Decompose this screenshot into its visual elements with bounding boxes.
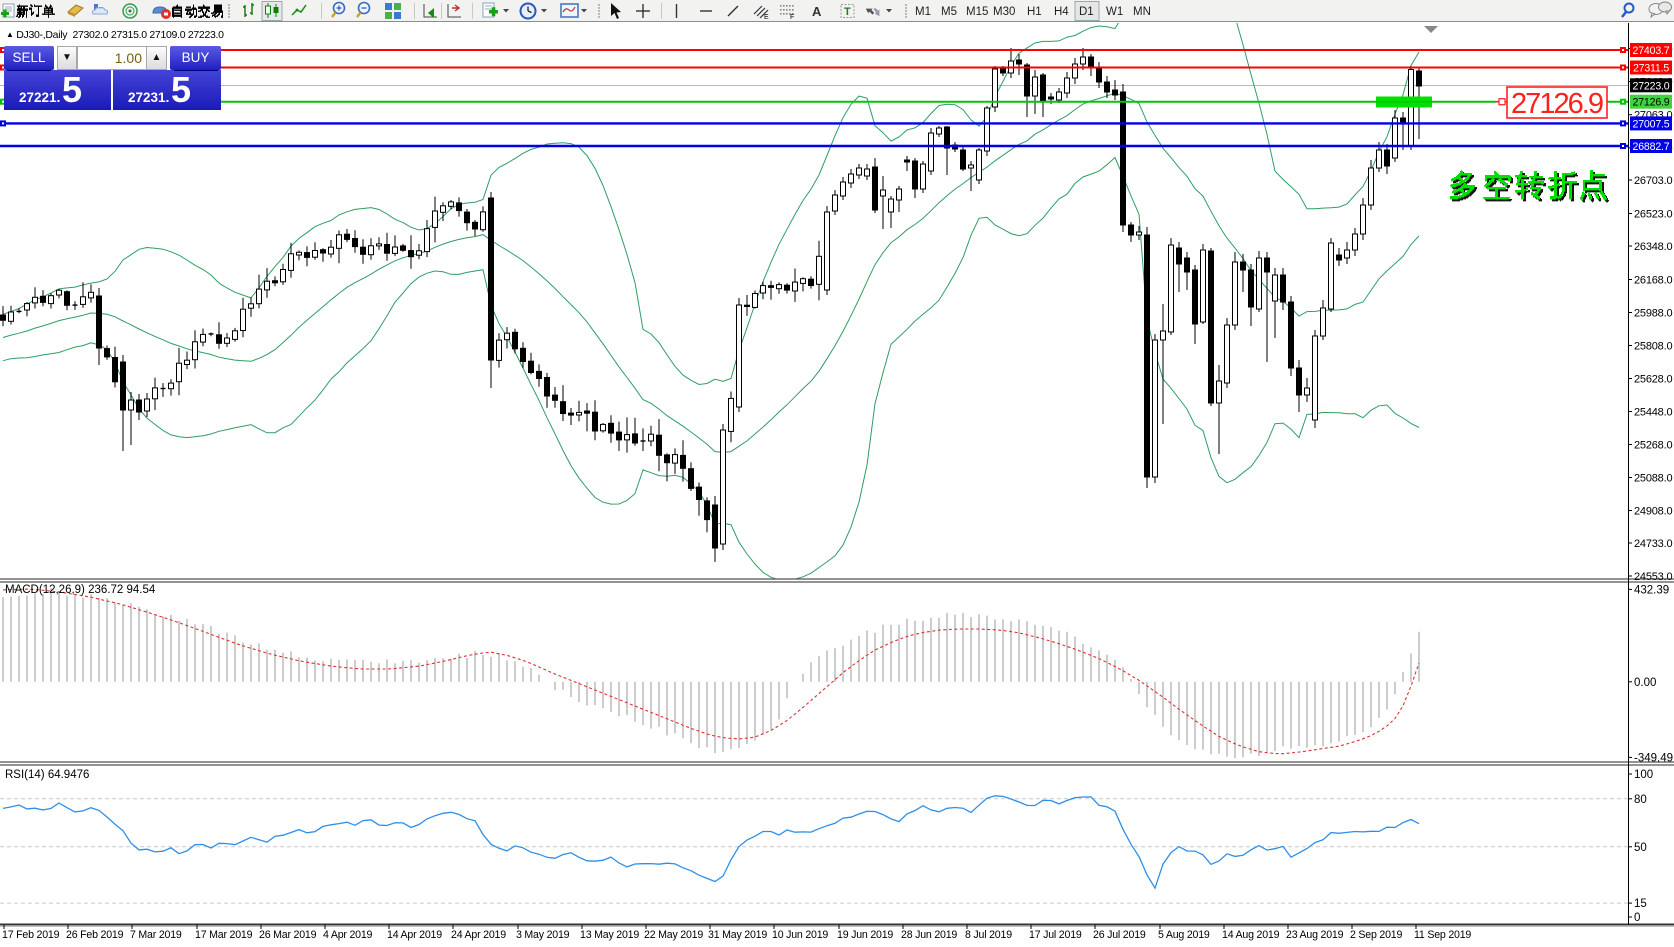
svg-text:T: T [844,6,851,18]
svg-text:24 Apr 2019: 24 Apr 2019 [451,929,506,941]
svg-text:14 Aug 2019: 14 Aug 2019 [1222,929,1280,941]
svg-text:31 May 2019: 31 May 2019 [708,929,767,941]
svg-text:0: 0 [1634,912,1640,924]
svg-text:0.00: 0.00 [1634,677,1656,689]
svg-text:23 Aug 2019: 23 Aug 2019 [1286,929,1344,941]
svg-text:25808.0: 25808.0 [1634,341,1672,353]
svg-text:432.39: 432.39 [1634,584,1669,596]
svg-text:26 Mar 2019: 26 Mar 2019 [259,929,317,941]
svg-text:80: 80 [1634,794,1647,806]
svg-text:E: E [764,14,769,21]
svg-text:27223.0: 27223.0 [1633,80,1670,92]
svg-text:MN: MN [1133,6,1151,18]
svg-text:RSI(14) 64.9476: RSI(14) 64.9476 [5,769,89,781]
svg-text:24908.0: 24908.0 [1634,506,1672,518]
svg-text:17 Jul 2019: 17 Jul 2019 [1029,929,1082,941]
svg-text:15: 15 [1634,898,1647,910]
svg-text:M5: M5 [941,6,957,18]
svg-text:2 Sep 2019: 2 Sep 2019 [1350,929,1403,941]
svg-text:D1: D1 [1079,6,1094,18]
svg-text:25988.0: 25988.0 [1634,308,1672,320]
svg-text:22 May 2019: 22 May 2019 [644,929,703,941]
svg-text:H1: H1 [1027,6,1042,18]
svg-text:5 Aug 2019: 5 Aug 2019 [1158,929,1210,941]
svg-text:13 May 2019: 13 May 2019 [580,929,639,941]
svg-text:25448.0: 25448.0 [1634,407,1672,419]
svg-text:11 Sep 2019: 11 Sep 2019 [1414,929,1471,941]
svg-text:H4: H4 [1054,6,1069,18]
svg-text:25088.0: 25088.0 [1634,473,1672,485]
svg-text:50: 50 [1634,842,1647,854]
svg-text:19 Jun 2019: 19 Jun 2019 [837,929,893,941]
svg-text:M1: M1 [915,6,931,18]
svg-text:26168.0: 26168.0 [1634,275,1672,287]
svg-text:F: F [790,14,794,21]
svg-text:27126.9: 27126.9 [1511,88,1604,120]
svg-text:24553.0: 24553.0 [1634,571,1672,583]
svg-text:7 Mar 2019: 7 Mar 2019 [130,929,182,941]
svg-text:28 Jun 2019: 28 Jun 2019 [901,929,957,941]
svg-text:3 May 2019: 3 May 2019 [516,929,570,941]
svg-text:100: 100 [1634,769,1653,781]
svg-text:M30: M30 [993,6,1015,18]
svg-text:27403.7: 27403.7 [1633,45,1670,57]
svg-text:-349.49: -349.49 [1634,752,1673,764]
svg-text:MACD(12,26,9) 236.72 94.54: MACD(12,26,9) 236.72 94.54 [5,584,156,596]
svg-text:26 Feb 2019: 26 Feb 2019 [66,929,124,941]
svg-text:14 Apr 2019: 14 Apr 2019 [387,929,442,941]
svg-text:26348.0: 26348.0 [1634,241,1672,253]
svg-text:25628.0: 25628.0 [1634,374,1672,386]
svg-text:26 Jul 2019: 26 Jul 2019 [1093,929,1146,941]
svg-text:M15: M15 [966,6,988,18]
svg-text:4 Apr 2019: 4 Apr 2019 [323,929,373,941]
svg-text:25268.0: 25268.0 [1634,440,1672,452]
svg-text:24733.0: 24733.0 [1634,538,1672,550]
svg-text:27126.9: 27126.9 [1633,97,1670,109]
svg-text:27311.5: 27311.5 [1633,63,1669,75]
svg-text:26882.7: 26882.7 [1633,141,1670,153]
svg-text:W1: W1 [1106,6,1123,18]
svg-text:A: A [812,4,822,19]
svg-text:27007.5: 27007.5 [1633,118,1670,130]
svg-text:17 Feb 2019: 17 Feb 2019 [2,929,60,941]
svg-text:26523.0: 26523.0 [1634,209,1672,221]
svg-text:26703.0: 26703.0 [1634,175,1672,187]
svg-text:17 Mar 2019: 17 Mar 2019 [195,929,253,941]
svg-text:10 Jun 2019: 10 Jun 2019 [772,929,828,941]
svg-text:8 Jul 2019: 8 Jul 2019 [965,929,1012,941]
